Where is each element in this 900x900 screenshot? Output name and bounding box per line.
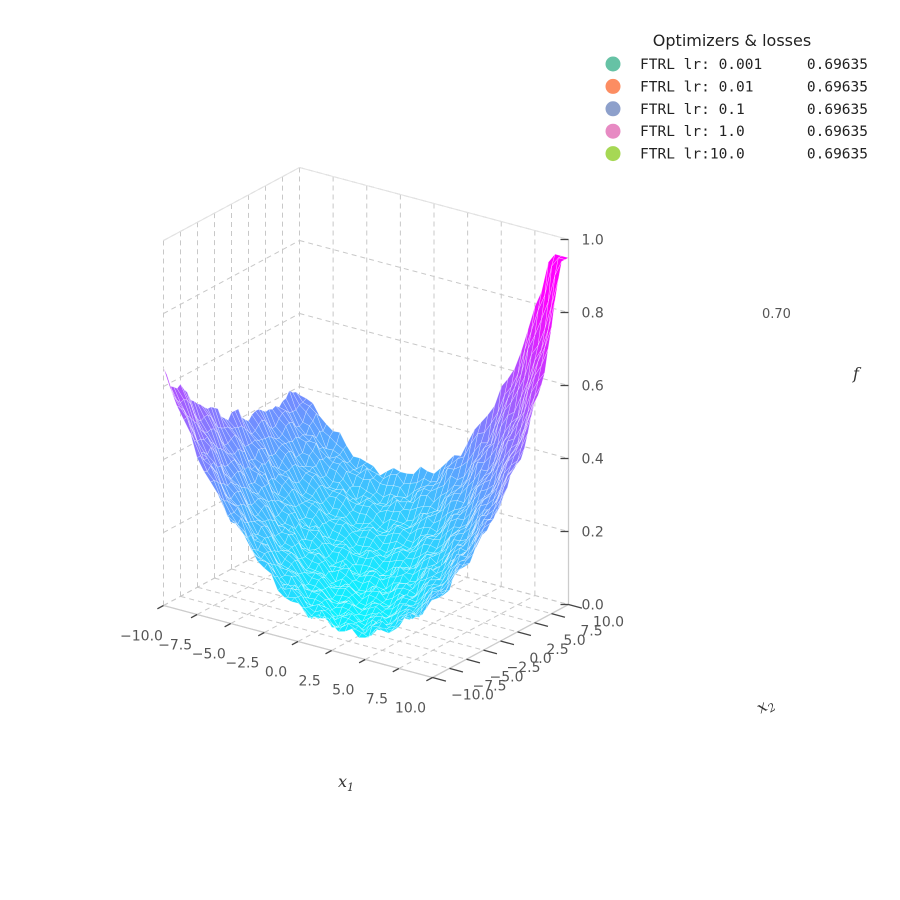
grid-line	[299, 386, 569, 459]
x2-axis-label: x2	[753, 693, 778, 720]
f-axis-label: f	[852, 364, 862, 383]
legend-entry-loss: 0.69635	[807, 79, 868, 95]
x1-tick-label: 2.5	[298, 674, 320, 690]
x2-tick-label: 7.5	[580, 624, 602, 640]
grid-line	[365, 586, 502, 660]
x2-tick-mark	[534, 622, 549, 627]
legend-marker	[605, 101, 621, 117]
pane-edge	[163, 167, 300, 241]
f-tick-label: 0.0	[582, 598, 604, 614]
axes	[157, 238, 583, 682]
grid-line	[398, 595, 536, 669]
x2-tick-label: 0.0	[529, 651, 551, 667]
x1-tick-mark	[392, 667, 400, 673]
x2-tick-label: −10.0	[451, 688, 494, 704]
grid-line	[180, 595, 450, 669]
legend-entry-name: FTRL lr: 0.01	[640, 79, 754, 95]
grid-line	[299, 240, 569, 313]
grid-line	[163, 313, 300, 387]
contour-label: 0.70	[762, 307, 791, 322]
x1-tick-label: 5.0	[332, 683, 354, 699]
x2-tick-label: −7.5	[473, 678, 507, 694]
legend-entry-loss: 0.69635	[807, 147, 868, 163]
x1-tick-label: −5.0	[192, 647, 226, 663]
grid-line	[163, 386, 300, 460]
x1-tick-mark	[358, 658, 366, 664]
legend-marker	[605, 78, 621, 94]
x1-tick-label: −7.5	[158, 638, 192, 654]
loss-surface	[163, 253, 570, 639]
x1-axis-label: x1	[338, 772, 354, 794]
x2-tick-label: 5.0	[563, 633, 585, 649]
legend-entry-loss: 0.69635	[807, 102, 868, 118]
x2-tick-mark	[432, 676, 447, 682]
legend-marker	[605, 56, 621, 72]
f-tick-label: 1.0	[582, 233, 604, 249]
legend-entry-loss: 0.69635	[807, 57, 868, 73]
legend-entry-name: FTRL lr:10.0	[640, 147, 745, 163]
legend-marker	[605, 146, 621, 162]
x1-tick-mark	[224, 622, 232, 628]
x2-tick-label: −2.5	[507, 660, 541, 676]
x1-tick-mark	[257, 631, 265, 637]
x1-tick-label: 7.5	[366, 692, 388, 708]
grid-line	[163, 240, 300, 314]
x1-tick-label: 0.0	[265, 665, 287, 681]
x1-tick-mark	[426, 676, 433, 682]
x1-tick-label: 10.0	[395, 701, 426, 717]
x2-tick-mark	[500, 640, 515, 646]
x1-tick-label: −2.5	[225, 656, 259, 672]
surface-patch	[425, 595, 437, 610]
x2-tick-label: 2.5	[546, 642, 568, 658]
x1-tick-label: −10.0	[120, 629, 163, 645]
x2-tick-label: 10.0	[593, 615, 624, 631]
pane-edge	[299, 167, 569, 240]
legend-title: Optimizers & losses	[653, 31, 811, 50]
f-tick-label: 0.2	[582, 525, 604, 541]
legend-entry-name: FTRL lr: 0.1	[640, 102, 745, 118]
legend-entry-name: FTRL lr: 0.001	[640, 57, 762, 73]
x2-tick-mark	[466, 658, 481, 664]
tick-labels: −10.0−7.5−5.0−2.50.02.55.07.510.0−10.0−7…	[120, 233, 624, 717]
legend-entry-loss: 0.69635	[807, 124, 868, 140]
f-tick-label: 0.6	[582, 379, 604, 395]
x2-tick-mark	[568, 603, 583, 609]
f-tick-label: 0.4	[582, 452, 604, 468]
f-tick-label: 0.8	[582, 306, 604, 322]
x1-tick-mark	[291, 640, 299, 646]
x1-tick-mark	[190, 613, 198, 619]
legend: Optimizers & losses FTRL lr: 0.001 0.6963…	[605, 31, 868, 163]
x1-tick-mark	[325, 649, 332, 655]
x1-tick-mark	[157, 604, 164, 610]
x2-tick-mark	[449, 667, 464, 673]
x2-tick-label: −5.0	[490, 669, 524, 685]
x2-tick-mark	[483, 649, 498, 655]
x2-tick-mark	[551, 612, 566, 618]
x2-tick-mark	[517, 631, 532, 637]
legend-marker	[605, 123, 621, 139]
grid-line	[299, 313, 569, 386]
legend-entry-name: FTRL lr: 1.0	[640, 124, 745, 140]
